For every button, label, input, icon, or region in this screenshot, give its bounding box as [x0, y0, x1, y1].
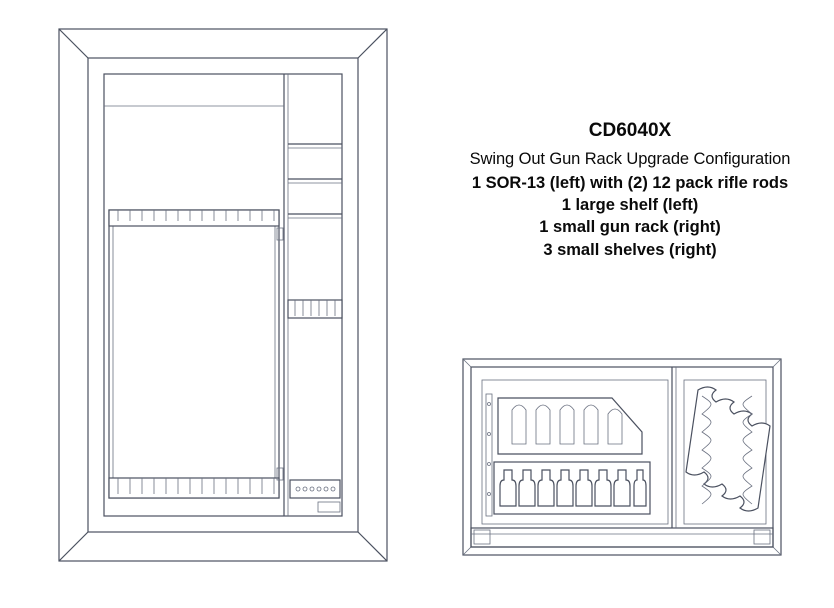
config-line-2: 1 large shelf (left): [460, 194, 800, 216]
config-subtitle: Swing Out Gun Rack Upgrade Configuration: [460, 148, 800, 170]
model-code: CD6040X: [460, 118, 800, 144]
config-line-3: 1 small gun rack (right): [460, 216, 800, 238]
door-detail-view: [462, 358, 782, 556]
config-line-4: 3 small shelves (right): [460, 239, 800, 261]
detail-svg: [462, 358, 782, 556]
front-svg: [58, 28, 388, 562]
right-small-gunrack: [288, 300, 342, 318]
config-text-block: CD6040X Swing Out Gun Rack Upgrade Confi…: [460, 118, 800, 261]
cabinet-front-view: [58, 28, 388, 562]
config-line-1: 1 SOR-13 (left) with (2) 12 pack rifle r…: [460, 172, 800, 194]
